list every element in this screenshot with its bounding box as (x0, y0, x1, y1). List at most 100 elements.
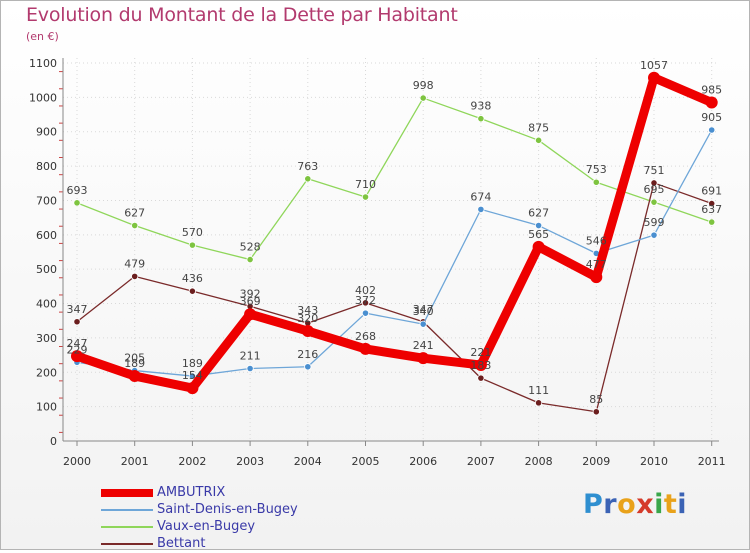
data-point-saint-denis-en-bugey (534, 221, 543, 230)
data-label-ambutrix: 221 (470, 346, 491, 359)
data-label-ambutrix: 268 (355, 330, 376, 343)
x-tick-label: 2001 (121, 455, 149, 468)
data-label-bettant: 751 (644, 164, 665, 177)
data-point-ambutrix (359, 342, 372, 355)
data-label-bettant: 691 (701, 185, 722, 198)
logo-letter: i (677, 489, 688, 520)
data-label-saint-denis-en-bugey: 189 (182, 357, 203, 370)
y-tick-label: 800 (36, 160, 57, 173)
data-label-ambutrix: 241 (413, 339, 434, 352)
logo-letter: o (617, 489, 637, 520)
y-tick-label: 100 (36, 401, 57, 414)
logo-letter: i (654, 489, 664, 520)
x-tick-label: 2009 (582, 455, 610, 468)
x-tick-label: 2002 (178, 455, 206, 468)
data-point-ambutrix (301, 325, 314, 338)
y-tick-label: 1000 (29, 91, 57, 104)
data-point-bettant (73, 318, 81, 326)
legend-label: AMBUTRIX (157, 485, 226, 500)
legend-label: Bettant (157, 536, 206, 551)
data-point-ambutrix (648, 71, 660, 84)
data-point-saint-denis-en-bugey (188, 372, 196, 380)
y-tick-label: 0 (50, 435, 57, 448)
data-point-vaux-en-bugey (188, 241, 196, 249)
legend-swatch (101, 489, 153, 497)
data-point-ambutrix (590, 271, 603, 284)
data-label-ambutrix: 154 (182, 369, 203, 382)
data-label-saint-denis-en-bugey: 546 (586, 234, 607, 247)
data-label-saint-denis-en-bugey: 905 (701, 111, 722, 124)
data-point-ambutrix (417, 352, 430, 365)
series-line-saint-denis-en-bugey (76, 129, 713, 377)
data-label-ambutrix: 565 (528, 228, 549, 241)
data-label-bettant: 85 (589, 393, 603, 406)
data-label-saint-denis-en-bugey: 599 (644, 216, 665, 229)
data-point-ambutrix (705, 96, 718, 109)
logo-letter: x (636, 489, 655, 520)
data-label-ambutrix: 247 (67, 337, 88, 350)
data-point-saint-denis-en-bugey (361, 309, 370, 317)
y-tick-label: 400 (36, 298, 57, 311)
data-label-vaux-en-bugey: 570 (182, 226, 203, 239)
y-tick-label: 300 (36, 332, 57, 345)
data-label-ambutrix: 477 (586, 258, 607, 271)
data-point-bettant (477, 374, 485, 382)
data-label-vaux-en-bugey: 710 (355, 178, 376, 191)
data-label-vaux-en-bugey: 627 (124, 207, 145, 220)
data-label-saint-denis-en-bugey: 627 (528, 207, 549, 220)
data-point-vaux-en-bugey (650, 198, 658, 206)
x-tick-label: 2003 (236, 455, 264, 468)
y-tick-label: 900 (36, 126, 57, 139)
x-tick-label: 2000 (63, 455, 91, 468)
data-point-bettant (592, 408, 600, 416)
x-tick-label: 2008 (525, 455, 553, 468)
data-point-vaux-en-bugey (708, 218, 716, 226)
data-label-ambutrix: 369 (240, 295, 261, 308)
y-tick-label: 1100 (29, 57, 57, 70)
data-point-saint-denis-en-bugey (246, 364, 254, 373)
data-point-ambutrix (128, 370, 141, 383)
data-point-ambutrix (71, 350, 83, 363)
data-point-bettant (131, 272, 139, 280)
data-label-ambutrix: 189 (124, 357, 145, 370)
data-label-vaux-en-bugey: 693 (67, 184, 88, 197)
data-label-ambutrix: 985 (701, 84, 722, 97)
data-label-vaux-en-bugey: 695 (644, 183, 665, 196)
data-point-saint-denis-en-bugey (419, 320, 427, 328)
x-tick-label: 2010 (640, 455, 668, 468)
data-point-ambutrix (532, 240, 545, 253)
data-label-saint-denis-en-bugey: 229 (67, 343, 88, 356)
data-point-vaux-en-bugey (246, 255, 254, 264)
data-point-saint-denis-en-bugey (304, 363, 312, 371)
data-point-saint-denis-en-bugey (477, 205, 485, 213)
data-point-vaux-en-bugey (477, 115, 485, 123)
data-label-bettant: 347 (413, 303, 434, 316)
y-tick-label: 200 (36, 366, 57, 379)
chart-title: Evolution du Montant de la Dette par Hab… (26, 4, 458, 26)
data-point-bettant (650, 179, 658, 187)
data-label-ambutrix: 320 (297, 312, 318, 325)
data-label-bettant: 479 (124, 257, 145, 270)
x-tick-label: 2004 (294, 455, 322, 468)
legend-label: Saint-Denis-en-Bugey (157, 502, 298, 517)
x-tick-label: 2006 (409, 455, 437, 468)
logo-letter: P (583, 489, 604, 520)
legend-swatch (101, 543, 153, 545)
data-label-vaux-en-bugey: 763 (297, 160, 318, 173)
data-point-bettant (361, 299, 370, 307)
data-label-saint-denis-en-bugey: 674 (470, 190, 491, 203)
data-point-ambutrix (244, 308, 257, 321)
data-label-saint-denis-en-bugey: 340 (413, 305, 434, 318)
data-point-ambutrix (474, 359, 487, 372)
data-label-vaux-en-bugey: 637 (701, 203, 722, 216)
data-label-vaux-en-bugey: 753 (586, 163, 607, 176)
data-label-saint-denis-en-bugey: 211 (240, 349, 261, 362)
logo-letter: t (663, 489, 678, 520)
logo-letter: r (603, 489, 618, 520)
legend-swatch (101, 509, 153, 511)
data-point-vaux-en-bugey (131, 221, 139, 230)
data-point-saint-denis-en-bugey (708, 126, 716, 134)
series-line-vaux-en-bugey (76, 97, 713, 261)
data-label-saint-denis-en-bugey: 372 (355, 294, 376, 307)
chart-unit: (en €) (26, 30, 59, 43)
